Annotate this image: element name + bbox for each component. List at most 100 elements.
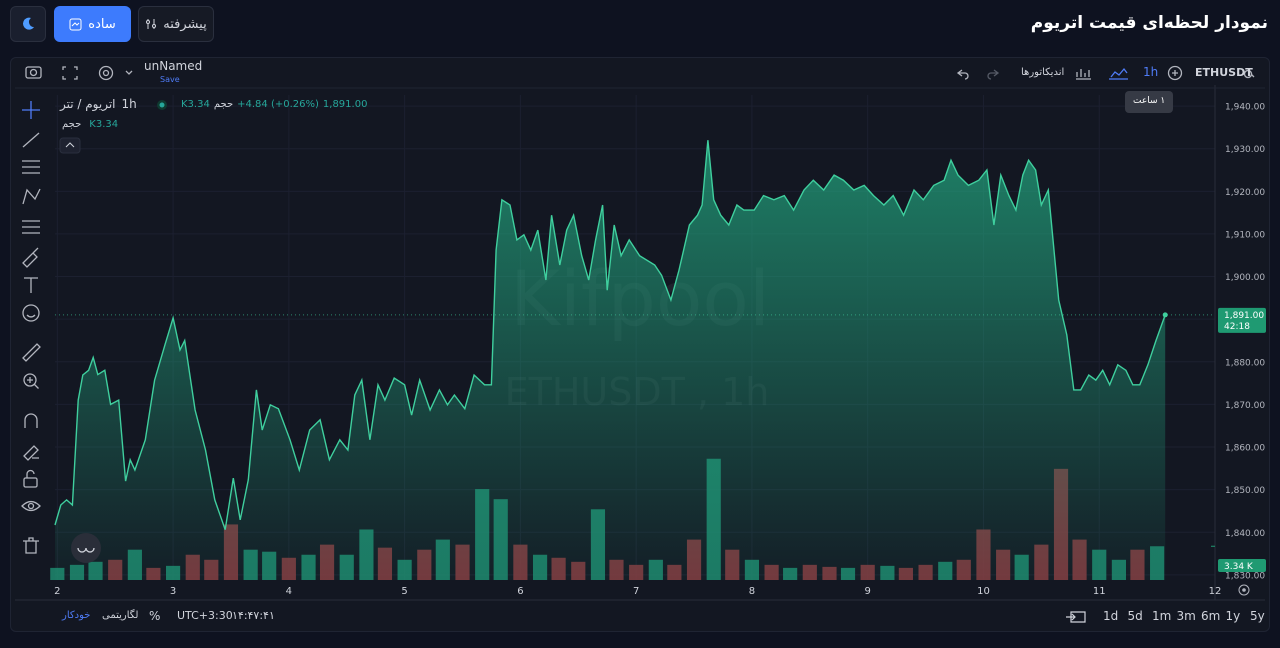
last-price-label: 1,891.00 (1224, 311, 1264, 321)
timezone[interactable]: UTC+3:30 (177, 609, 233, 622)
simple-button[interactable]: ساده (54, 6, 131, 42)
x-tick-label: 11 (1093, 586, 1106, 597)
ruler-tool[interactable] (22, 343, 41, 362)
redo-icon[interactable] (987, 69, 1000, 80)
clock: ۱۴:۴۷:۴۱ (232, 609, 275, 622)
magnet-tool[interactable] (24, 413, 38, 428)
y-tick-label: 1,870.00 (1225, 401, 1265, 411)
legend-toggle[interactable] (59, 137, 81, 154)
emoji-tool[interactable] (22, 304, 40, 322)
trash-tool[interactable] (23, 537, 39, 554)
camera-icon[interactable] (25, 66, 42, 79)
x-tick-label: 4 (286, 586, 292, 597)
y-tick-label: 1,920.00 (1225, 188, 1265, 198)
lock-tool[interactable] (23, 469, 38, 488)
auto-scale[interactable]: خودکار (62, 610, 91, 621)
legend-interval: 1h (121, 97, 137, 111)
axis-settings-icon[interactable] (1238, 584, 1250, 596)
range-button[interactable]: 5y (1250, 609, 1265, 623)
y-tick-label: 1,860.00 (1225, 444, 1265, 454)
trend-line-tool[interactable] (22, 132, 40, 148)
x-tick-label: 9 (865, 586, 871, 597)
visibility-tool[interactable] (21, 500, 41, 512)
parallel-lines-tool[interactable] (22, 160, 40, 174)
text-tool[interactable] (24, 277, 38, 293)
market-status-dot (159, 102, 165, 108)
last-point (1162, 312, 1168, 318)
fib-tool[interactable] (22, 220, 40, 234)
simple-label: ساده (88, 16, 116, 32)
x-tick-label: 3 (170, 586, 176, 597)
y-tick-label: 1,840.00 (1225, 529, 1265, 539)
brush-tool[interactable] (22, 247, 39, 268)
theme-toggle[interactable] (10, 6, 46, 42)
range-button[interactable]: 1y (1225, 609, 1241, 623)
fullscreen-icon[interactable] (62, 66, 78, 80)
range-button[interactable]: 5d (1127, 609, 1143, 623)
y-tick-label: 1,880.00 (1225, 358, 1265, 368)
moon-icon (23, 17, 34, 30)
x-tick-label: 7 (633, 586, 639, 597)
volume-legend-value: K3.34 (89, 119, 119, 130)
simple-icon (69, 18, 82, 30)
y-tick-label: 1,830.00 (1225, 571, 1265, 581)
undo-icon[interactable] (956, 69, 969, 80)
countdown-label: 42:18 (1224, 322, 1250, 332)
y-tick-label: 1,900.00 (1225, 273, 1265, 283)
price-area (55, 140, 1166, 580)
y-tick-label: 1,850.00 (1225, 486, 1265, 496)
page-title: نمودار لحظه‌ای قیمت اتریوم (1030, 13, 1268, 33)
crosshair-tool[interactable] (22, 101, 40, 119)
date-range-icon[interactable] (1066, 611, 1086, 623)
volume-legend: حجم K3.34 (62, 119, 118, 130)
symbol-label[interactable]: ETHUSDT (1195, 66, 1253, 79)
y-tick-label: 1,940.00 (1225, 103, 1265, 113)
settings-icon[interactable] (98, 65, 114, 81)
log-scale[interactable]: لگاریتمی (102, 610, 139, 621)
x-tick-label: 6 (517, 586, 523, 597)
legend-change: +4.84 (+0.26%) (237, 99, 319, 110)
replay-button[interactable] (71, 533, 101, 563)
range-button[interactable]: 1m (1152, 609, 1172, 623)
add-symbol-icon[interactable] (1167, 65, 1183, 81)
save-label[interactable]: Save (160, 75, 180, 84)
search-icon[interactable] (1243, 69, 1255, 79)
legend-volume-label: حجم (213, 99, 234, 110)
percent-scale[interactable]: % (149, 609, 161, 623)
dropdown-icon[interactable] (125, 70, 133, 75)
advanced-label: پیشرفته (163, 16, 207, 32)
last-price-box (1218, 307, 1266, 333)
range-button[interactable]: 6m (1201, 609, 1221, 623)
x-tick-label: 5 (401, 586, 407, 597)
x-tick-label: 10 (977, 586, 990, 597)
x-tick-label: 2 (54, 586, 60, 597)
volume-legend-label: حجم (62, 119, 82, 130)
legend-price: 1,891.00 (322, 99, 368, 110)
y-tick-label: 1,910.00 (1225, 230, 1265, 240)
volume-last-label: 3.34 K (1224, 562, 1254, 572)
zoom-tool[interactable] (23, 373, 39, 389)
volume-last-box (1218, 559, 1266, 572)
legend-volume-value: K3.34 (181, 99, 210, 110)
price-line (54, 140, 1166, 530)
interval-button[interactable]: 1h (1143, 65, 1159, 79)
legend-values: K3.34 حجم +4.84 (+0.26%) 1,891.00 (181, 99, 367, 110)
y-tick-label: 1,930.00 (1225, 145, 1265, 155)
lock-drawing-tool[interactable] (23, 445, 39, 461)
range-button[interactable]: 1d (1103, 609, 1119, 623)
layout-name[interactable]: unNamed (144, 59, 203, 73)
legend-pair: اتریوم / تتر (60, 97, 116, 111)
tooltip-box (1125, 91, 1173, 113)
tooltip-text: ۱ ساعت (1133, 96, 1166, 106)
range-button[interactable]: 3m (1176, 609, 1196, 623)
pattern-tool[interactable] (22, 188, 41, 205)
x-tick-label: 8 (749, 586, 755, 597)
advanced-icon (146, 19, 157, 29)
advanced-button[interactable]: پیشرفته (138, 6, 214, 42)
indicators-button[interactable]: اندیکاتورها (1021, 67, 1065, 78)
indicators-icon[interactable] (1076, 69, 1091, 80)
chart-type-icon[interactable] (1109, 67, 1128, 80)
legend-title: اتریوم / تتر 1h (60, 97, 137, 111)
